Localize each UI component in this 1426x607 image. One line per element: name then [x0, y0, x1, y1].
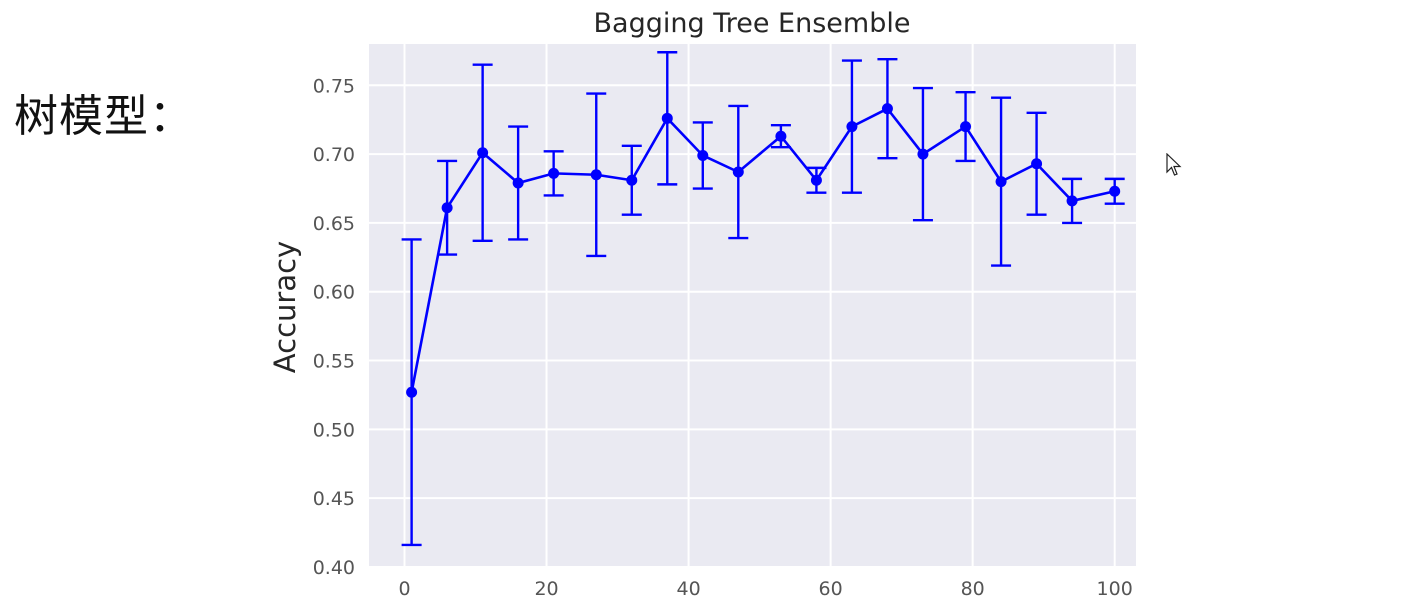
y-tick-label: 0.50: [313, 419, 355, 441]
data-point: [917, 148, 929, 160]
y-axis-label: Accuracy: [268, 241, 302, 373]
y-tick-label: 0.60: [313, 282, 355, 304]
y-tick-label: 0.65: [313, 213, 355, 235]
grid-lines: [369, 44, 1136, 568]
y-tick-label: 0.55: [313, 351, 355, 373]
data-point: [590, 169, 602, 181]
y-tick-label: 0.70: [313, 144, 355, 166]
data-point: [1109, 185, 1121, 197]
data-point: [1031, 158, 1043, 170]
data-point: [775, 130, 787, 142]
y-tick-label: 0.40: [313, 557, 355, 579]
x-tick-label: 100: [1097, 578, 1133, 600]
data-point: [881, 103, 893, 115]
mouse-pointer-icon: [1166, 153, 1182, 176]
y-tick-label: 0.75: [313, 75, 355, 97]
data-point: [846, 121, 858, 133]
data-points: [406, 103, 1121, 398]
data-point: [661, 112, 673, 124]
x-tick-labels: 0 20 40 60 80 100: [398, 578, 1132, 600]
data-point: [512, 177, 524, 189]
x-tick-label: 40: [676, 578, 700, 600]
y-tick-labels: 0.40 0.45 0.50 0.55 0.60 0.65 0.70 0.75: [313, 75, 355, 579]
x-tick-label: 60: [819, 578, 843, 600]
data-point: [995, 176, 1007, 188]
slide-heading: 树模型：: [14, 91, 194, 142]
data-point: [441, 202, 453, 214]
data-point: [732, 166, 744, 178]
x-tick-label: 80: [961, 578, 985, 600]
chart-title: Bagging Tree Ensemble: [594, 8, 911, 39]
data-point: [548, 167, 560, 179]
data-point: [1066, 195, 1078, 207]
data-point: [477, 147, 489, 159]
data-point: [406, 386, 418, 398]
x-tick-label: 0: [398, 578, 410, 600]
y-tick-label: 0.45: [313, 488, 355, 510]
plot-area: [369, 44, 1136, 567]
series-line: [410, 107, 1115, 393]
data-point: [810, 174, 822, 186]
data-point: [960, 121, 972, 133]
data-point: [697, 149, 709, 161]
x-tick-label: 20: [534, 578, 558, 600]
data-point: [626, 174, 638, 186]
